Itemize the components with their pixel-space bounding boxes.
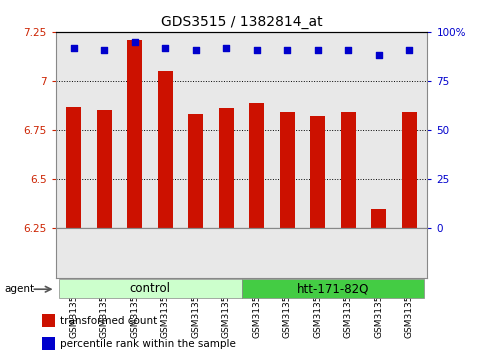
Point [314, 47, 322, 52]
Bar [66, 107, 82, 228]
Bar [280, 113, 295, 228]
Point [222, 45, 230, 50]
Bar [42, 314, 55, 327]
Title: GDS3515 / 1382814_at: GDS3515 / 1382814_at [161, 16, 322, 29]
Bar [219, 108, 234, 228]
Bar [188, 114, 203, 228]
Point [70, 45, 78, 50]
Bar [310, 116, 326, 228]
Text: htt-171-82Q: htt-171-82Q [297, 282, 369, 295]
Bar [42, 337, 55, 350]
Point [284, 47, 291, 52]
Text: percentile rank within the sample: percentile rank within the sample [60, 339, 236, 349]
Bar [401, 113, 417, 228]
Text: agent: agent [5, 284, 35, 294]
Bar [249, 103, 264, 228]
Bar [127, 40, 142, 228]
Bar [371, 209, 386, 228]
Text: control: control [129, 282, 170, 295]
Text: transformed count: transformed count [60, 316, 157, 326]
Point [100, 47, 108, 52]
Point [131, 39, 139, 45]
Bar [157, 71, 173, 228]
Bar [97, 110, 112, 228]
Point [192, 47, 199, 52]
Point [161, 45, 169, 50]
Bar [341, 113, 356, 228]
Point [405, 47, 413, 52]
FancyBboxPatch shape [242, 279, 425, 298]
FancyBboxPatch shape [58, 279, 242, 298]
Point [344, 47, 352, 52]
Point [253, 47, 261, 52]
Point [375, 53, 383, 58]
